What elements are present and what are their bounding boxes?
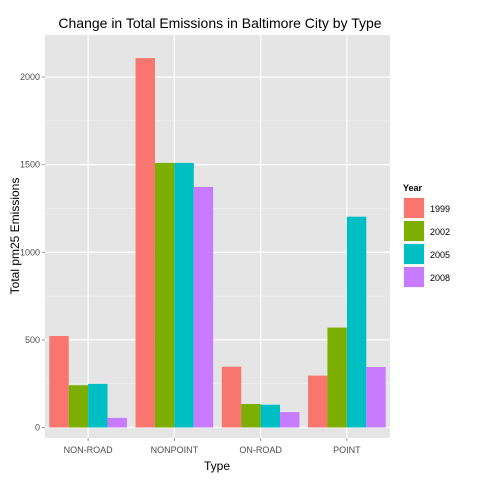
- bar-non-road-2008: [107, 417, 127, 428]
- legend-swatch: [404, 221, 424, 241]
- y-tick-label: 500: [25, 335, 40, 345]
- bar-non-road-1999: [49, 336, 69, 428]
- legend-label: 2005: [430, 250, 450, 260]
- y-tick-label: 1500: [20, 160, 40, 170]
- x-tick-label: POINT: [333, 445, 361, 455]
- bar-on-road-2005: [260, 404, 281, 428]
- legend-swatch: [404, 267, 424, 287]
- legend-title: Year: [403, 183, 423, 193]
- y-axis: 0 500 1000 1500 2000: [20, 72, 45, 432]
- y-axis-title: Total pm25 Emissions: [8, 178, 22, 295]
- bar-on-road-2002: [241, 404, 261, 428]
- bar-point-2008: [366, 367, 386, 428]
- legend-swatch: [404, 198, 424, 218]
- x-axis-title: Type: [204, 459, 230, 473]
- bar-nonpoint-1999: [135, 58, 155, 428]
- bar-nonpoint-2008: [193, 186, 214, 428]
- y-tick-label: 0: [35, 422, 40, 432]
- x-tick-label: NON-ROAD: [64, 445, 113, 455]
- legend-label: 1999: [430, 204, 450, 214]
- legend-swatch: [404, 244, 424, 264]
- bar-on-road-2008: [280, 412, 300, 428]
- y-tick-label: 2000: [20, 72, 40, 82]
- bar-on-road-1999: [221, 366, 242, 428]
- x-tick-label: ON-ROAD: [239, 445, 282, 455]
- x-tick-label: NONPOINT: [151, 445, 199, 455]
- bar-point-2002: [327, 327, 347, 428]
- y-tick-label: 1000: [20, 247, 40, 257]
- bar-point-1999: [308, 375, 328, 428]
- bar-nonpoint-2002: [154, 162, 175, 428]
- bar-non-road-2005: [88, 383, 108, 428]
- bar-nonpoint-2005: [174, 162, 194, 428]
- x-axis: NON-ROAD NONPOINT ON-ROAD POINT: [64, 438, 361, 455]
- legend-label: 2008: [430, 273, 450, 283]
- chart-title: Change in Total Emissions in Baltimore C…: [58, 15, 381, 31]
- bar-point-2005: [346, 216, 367, 428]
- bars: [49, 58, 386, 428]
- legend-label: 2002: [430, 227, 450, 237]
- bar-non-road-2002: [68, 385, 89, 428]
- legend: Year 1999 2002 2005 2008: [403, 183, 450, 288]
